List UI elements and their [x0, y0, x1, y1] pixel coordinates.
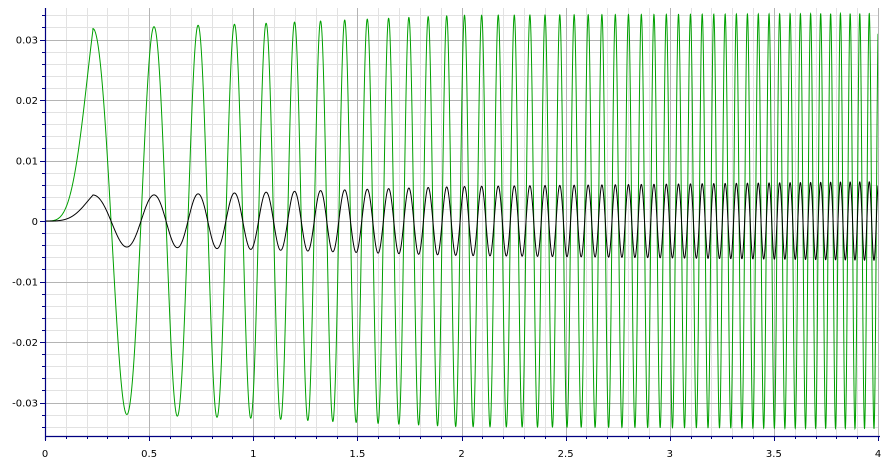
ticks: [40, 15, 879, 441]
y-tick-label: -0.02: [12, 338, 38, 349]
x-tick-label: 3.5: [766, 449, 782, 460]
x-tick-label: 1.5: [349, 449, 365, 460]
y-tick-label: 0.02: [16, 96, 38, 107]
x-tick-label: 2: [458, 449, 464, 460]
x-tick-label: 4: [875, 449, 881, 460]
y-tick-label: 0.03: [16, 36, 38, 47]
x-tick-label: 0.5: [141, 449, 157, 460]
series-black-line: [45, 181, 879, 261]
y-tick-label: 0.01: [16, 157, 38, 168]
x-tick-label: 3: [667, 449, 673, 460]
x-tick-label: 2.5: [558, 449, 574, 460]
x-tick-label: 1: [250, 449, 256, 460]
series-black-path: [45, 181, 879, 261]
y-tick-label: 0: [32, 217, 38, 228]
y-tick-label: -0.03: [12, 399, 38, 410]
y-tick-label: -0.01: [12, 278, 38, 289]
tick-labels: 0 0.5 1 1.5 2 2.5 3 3.5 4 0.03 0.02 0.01 0 -0.01 -0.02…: [12, 36, 881, 461]
x-tick-label: 0: [42, 449, 48, 460]
